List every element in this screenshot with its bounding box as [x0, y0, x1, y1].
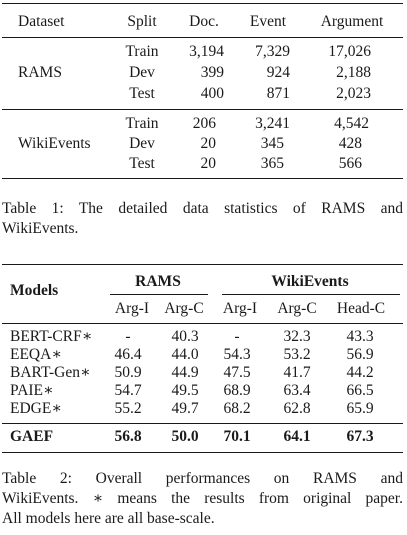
table1-dataset-wikievents: WikiEvents — [18, 135, 91, 152]
table2-subheader: Arg-C — [277, 300, 317, 317]
table1-header-argument: Argument — [320, 13, 384, 30]
table2-value: 44.0 — [171, 346, 199, 363]
table1-event: 924 — [266, 64, 290, 81]
table2-model: PAIE∗ — [10, 382, 54, 399]
table2-header-rule — [2, 323, 403, 324]
table2-subheader: Arg-C — [164, 300, 204, 317]
table2-value: 54.3 — [223, 346, 251, 363]
table2-header-models: Models — [10, 282, 59, 299]
table2-group-header-wikievents: WikiEvents — [271, 273, 349, 290]
table1-argument: 2,023 — [336, 85, 371, 102]
table1-doc: 20 — [200, 155, 217, 172]
table2-value: 68.2 — [223, 400, 251, 417]
table1-event: 871 — [266, 85, 290, 102]
table1-split: Train — [125, 115, 159, 132]
table2-subheader: Arg-I — [114, 300, 150, 317]
table2-value: 43.3 — [346, 328, 374, 345]
table1-argument: 566 — [338, 155, 362, 172]
table2-bottom-rule — [2, 452, 403, 454]
table2-value: 32.3 — [283, 328, 311, 345]
table1-event: 3,241 — [255, 115, 290, 132]
table1-event: 7,329 — [255, 43, 290, 60]
table2-value-best: 70.1 — [223, 428, 251, 445]
table2-value: 44.2 — [346, 364, 374, 381]
table1-doc: 206 — [192, 115, 216, 132]
table1-argument: 2,188 — [336, 64, 371, 81]
caption-line: Table 2: Overall performances on RAMS an… — [2, 470, 403, 487]
table2-value: 55.2 — [114, 400, 142, 417]
table2-value-best: 50.0 — [171, 428, 199, 445]
table1-split: Test — [129, 85, 155, 102]
table2-value: 49.5 — [171, 382, 199, 399]
table1-event: 345 — [260, 135, 284, 152]
table2-value: 53.2 — [283, 346, 311, 363]
table2-value: 46.4 — [114, 346, 142, 363]
table2-group-header-rams: RAMS — [135, 273, 181, 290]
table2-value-best: 67.3 — [346, 428, 374, 445]
caption-line: All models here are all base-scale. — [2, 510, 215, 527]
table2-value: 47.5 — [223, 364, 251, 381]
table1-argument: 17,026 — [328, 43, 371, 60]
table2-subheader: Head-C — [336, 300, 386, 317]
table2-value-best: 56.8 — [114, 428, 142, 445]
table2-value: 65.9 — [346, 400, 374, 417]
table2-rams-cmidrule — [110, 294, 208, 295]
table2-caption: Table 2: Overall performances on RAMS an… — [2, 469, 403, 529]
table2-top-rule — [2, 264, 403, 266]
table1-doc: 399 — [200, 64, 224, 81]
table2-model: EEQA∗ — [10, 346, 62, 363]
table2-value: 62.8 — [283, 400, 311, 417]
table2-value: 68.9 — [223, 382, 251, 399]
table2-wikievents-cmidrule — [222, 294, 400, 295]
table2-value: 40.3 — [171, 328, 199, 345]
table2-model: BART-Gen∗ — [10, 364, 91, 381]
table2-value: 63.4 — [283, 382, 311, 399]
table2-value: - — [125, 328, 131, 345]
table1-header-rule — [2, 37, 403, 38]
table2-value: - — [234, 328, 240, 345]
table1-doc: 3,194 — [189, 43, 224, 60]
table2-model: EDGE∗ — [10, 400, 62, 417]
table2-value: 66.5 — [346, 382, 374, 399]
table2-value: 41.7 — [283, 364, 311, 381]
table2-final-rule — [2, 423, 403, 424]
caption-line: Table 1: The detailed data statistics of… — [2, 200, 403, 217]
table1-doc: 20 — [200, 135, 217, 152]
table1-argument: 4,542 — [334, 115, 369, 132]
table1-header-dataset: Dataset — [18, 13, 65, 30]
table2-subheader: Arg-I — [222, 300, 258, 317]
table1-doc: 400 — [200, 85, 224, 102]
table1-top-rule — [2, 3, 403, 5]
table1-bottom-rule — [2, 178, 403, 180]
table1-header-doc: Doc. — [189, 13, 219, 30]
table1-split: Dev — [129, 135, 155, 152]
table2-value: 50.9 — [114, 364, 142, 381]
caption-line: WikiEvents. ∗ means the results from ori… — [2, 490, 403, 507]
table2-value-best: 64.1 — [283, 428, 311, 445]
caption-line: WikiEvents. — [2, 220, 79, 237]
table1-dataset-rams: RAMS — [18, 64, 62, 81]
table2-value: 56.9 — [346, 346, 374, 363]
table1-group-rule — [2, 109, 403, 110]
table1-header-event: Event — [249, 13, 287, 30]
table1-split: Dev — [129, 64, 155, 81]
table1-argument: 428 — [338, 135, 362, 152]
table1-split: Test — [129, 155, 155, 172]
table2-model-best: GAEF — [10, 428, 54, 445]
table2-value: 54.7 — [114, 382, 142, 399]
table1-split: Train — [125, 43, 159, 60]
table2-value: 44.9 — [171, 364, 199, 381]
table1-event: 365 — [260, 155, 284, 172]
table1-caption: Table 1: The detailed data statistics of… — [2, 199, 403, 239]
table2-model: BERT-CRF∗ — [10, 328, 93, 345]
table1-header-split: Split — [127, 13, 157, 30]
table2-value: 49.7 — [171, 400, 199, 417]
